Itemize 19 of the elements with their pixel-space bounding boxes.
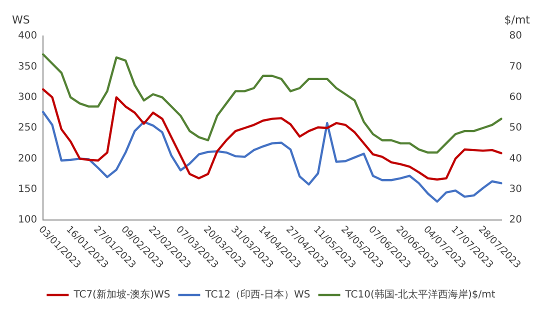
y-tick-label: 350 bbox=[18, 61, 38, 72]
legend-label: TC12（印西-日本）WS bbox=[204, 288, 310, 301]
y2-tick-label: 60 bbox=[509, 92, 522, 103]
y-tick-label: 400 bbox=[18, 30, 38, 42]
y2-tick-label: 30 bbox=[509, 184, 522, 195]
legend-label: TC10(韩国-北太平洋西海岸)$/mt bbox=[344, 288, 496, 301]
y-axis-title: WS bbox=[12, 13, 30, 26]
y-tick-label: 150 bbox=[18, 184, 38, 195]
y2-axis-title: $/mt bbox=[504, 13, 531, 26]
legend-label: TC7(新加坡-澳东)WS bbox=[72, 288, 170, 301]
y2-tick-label: 50 bbox=[509, 122, 522, 134]
y2-tick-label: 20 bbox=[509, 214, 522, 226]
y2-tick-label: 70 bbox=[509, 61, 522, 72]
y-tick-label: 250 bbox=[18, 122, 38, 134]
y2-tick-label: 40 bbox=[509, 153, 522, 164]
y2-tick-label: 80 bbox=[509, 30, 522, 42]
y-tick-label: 100 bbox=[18, 214, 38, 226]
y-tick-label: 300 bbox=[18, 92, 38, 103]
y-tick-label: 200 bbox=[18, 153, 38, 164]
